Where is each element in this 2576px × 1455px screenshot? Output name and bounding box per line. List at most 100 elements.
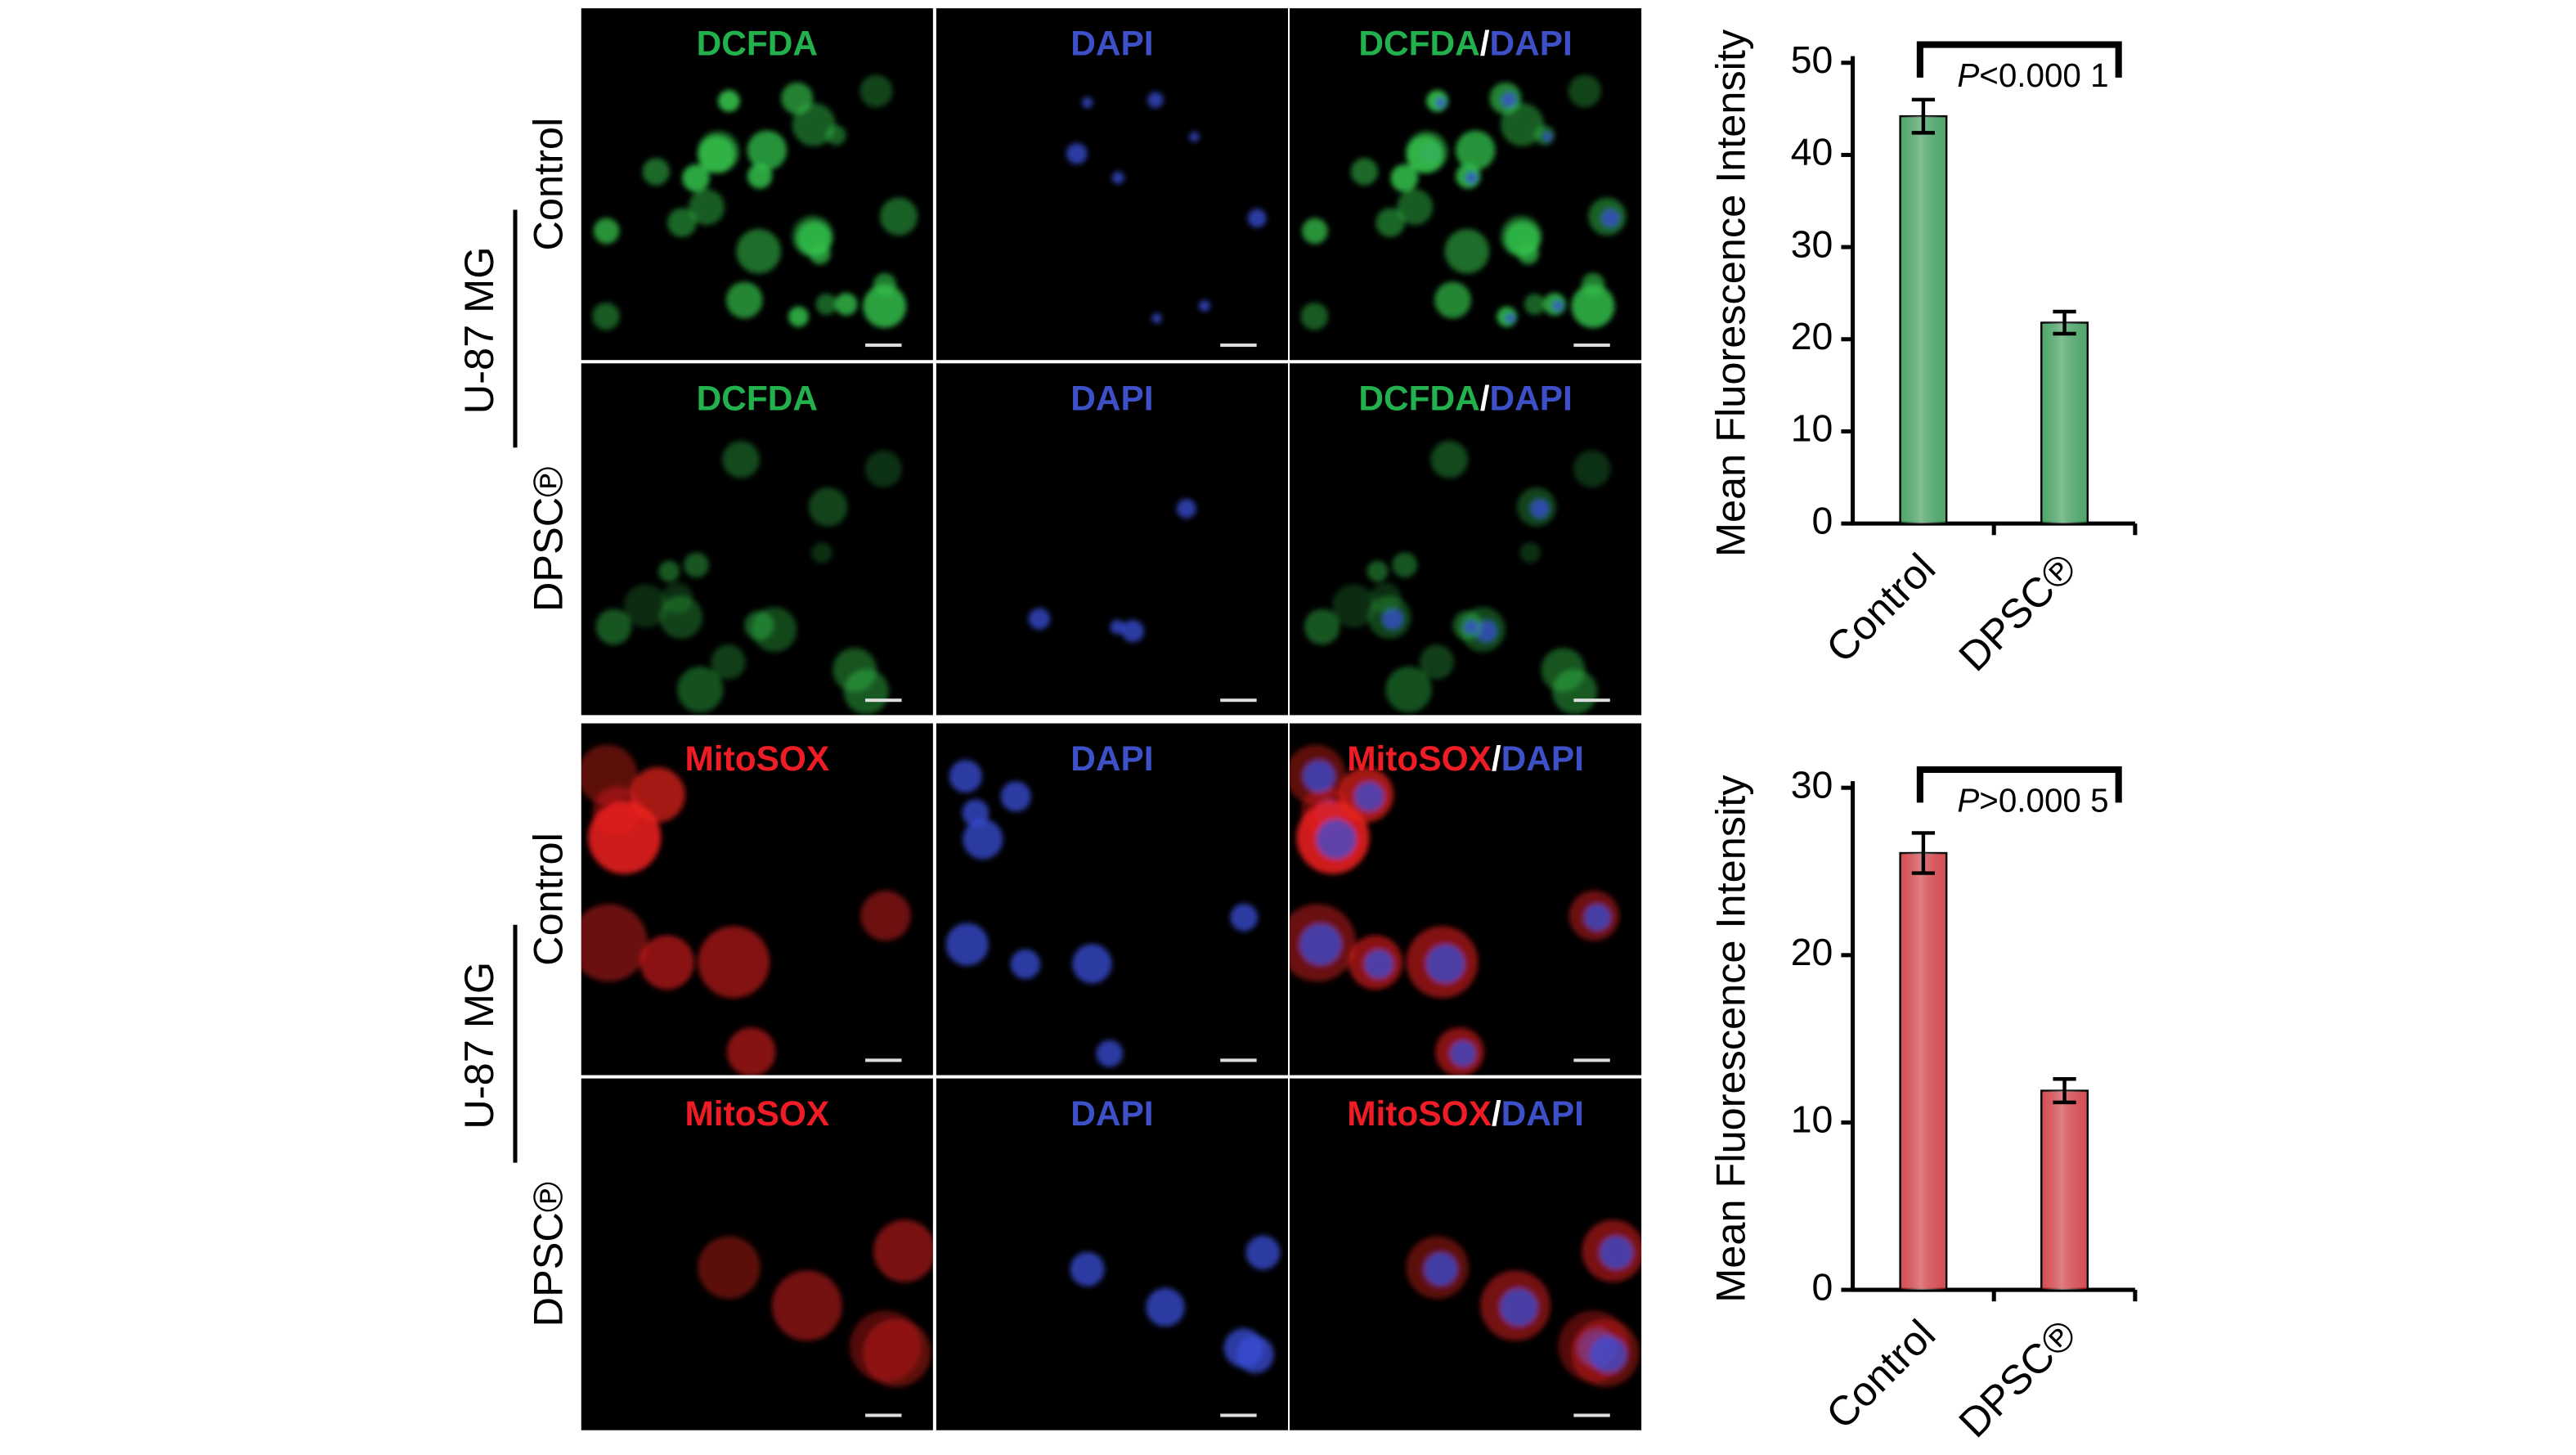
cell (788, 306, 809, 327)
scale-bar (865, 344, 902, 348)
p-symbol: P (1957, 56, 1979, 94)
nucleus (1146, 1287, 1185, 1327)
nucleus (1590, 1336, 1627, 1374)
scale-bar (1220, 1058, 1257, 1062)
error-bar (1911, 97, 1936, 135)
nucleus (1463, 619, 1479, 635)
bar-shine (1900, 116, 1947, 524)
significance-label: P<0.000 1 (1957, 56, 2108, 94)
cell (1419, 644, 1455, 680)
error-bar (2053, 1077, 2076, 1105)
significance-label: P>0.000 5 (1957, 781, 2108, 819)
cell (815, 293, 837, 316)
p-value: <0.000 1 (1979, 56, 2108, 94)
nucleus (1583, 903, 1612, 932)
y-tick-label: 10 (1791, 1098, 1833, 1141)
nucleus (1465, 171, 1478, 185)
cell (1444, 228, 1490, 274)
channel-name: MitoSOX (1347, 739, 1492, 778)
cell (1376, 208, 1405, 237)
nucleus (1529, 498, 1550, 519)
cell (688, 189, 725, 226)
cell (581, 744, 638, 805)
cell (832, 648, 877, 692)
y-tick-label: 0 (1812, 1265, 1833, 1308)
cell (879, 197, 918, 236)
cell (640, 935, 694, 990)
nucleus (1066, 143, 1088, 164)
nucleus (1299, 923, 1342, 966)
scale-bar (1573, 698, 1610, 703)
micrograph: MitoSOX (581, 1078, 933, 1430)
cell (630, 767, 685, 823)
cells (1070, 1235, 1281, 1374)
nucleus (1434, 97, 1447, 109)
y-axis-label: Mean Fluorescence Intensity (1708, 775, 1754, 1303)
cell (1524, 293, 1546, 316)
cell (1304, 608, 1340, 645)
cell (1434, 281, 1471, 319)
nucleus (1302, 760, 1336, 793)
row-label: DPSC℗ (525, 1182, 572, 1327)
cell (698, 1236, 761, 1300)
channel-name: / (1492, 1094, 1501, 1133)
cells (595, 441, 902, 715)
x-tick-label: Control (1817, 544, 1944, 671)
micrograph-bg (1290, 363, 1642, 716)
channel-name: DAPI (1501, 739, 1584, 778)
cell (1385, 666, 1432, 713)
nucleus (1552, 300, 1564, 312)
cell (595, 608, 632, 645)
cell (834, 293, 858, 316)
nucleus (1449, 1040, 1477, 1067)
significance-bracket (1916, 766, 2122, 803)
nucleus (1081, 97, 1093, 109)
micrograph: DAPI (936, 1078, 1288, 1430)
y-tick-label: 10 (1791, 407, 1833, 450)
cell (747, 130, 788, 171)
cell (1390, 164, 1419, 192)
channel-label: DAPI (1070, 379, 1153, 418)
nucleus (1600, 209, 1620, 228)
cell (1300, 302, 1329, 330)
bar-shine (1900, 853, 1947, 1291)
nucleus (1425, 944, 1465, 984)
channel-label: DCFDA (697, 379, 818, 418)
cell (698, 926, 770, 999)
nucleus (1198, 300, 1210, 312)
cell (592, 302, 620, 330)
cell (581, 904, 648, 982)
nucleus (1499, 1287, 1538, 1327)
micrograph-bg (936, 8, 1288, 361)
channel-name: DAPI (1070, 739, 1153, 778)
scale-bar (1573, 1413, 1610, 1417)
cell (677, 666, 724, 713)
cell (658, 560, 680, 582)
micrograph: MitoSOX (581, 723, 933, 1076)
nucleus (1070, 1251, 1105, 1287)
cell (860, 890, 911, 941)
channel-name: DAPI (1489, 379, 1572, 418)
nucleus (1028, 608, 1051, 630)
micrograph-bg (936, 363, 1288, 716)
cell (744, 610, 774, 640)
nucleus (1505, 313, 1515, 324)
nucleus (1072, 944, 1112, 984)
nucleus (1247, 209, 1267, 228)
row-label: DPSC℗ (525, 467, 572, 612)
cell (711, 644, 746, 680)
channel-label: MitoSOX/DAPI (1347, 739, 1584, 778)
cell (1541, 648, 1586, 692)
channel-name: MitoSOX (1347, 1094, 1492, 1133)
nucleus (1110, 619, 1125, 635)
row-label: Control (525, 118, 572, 251)
cell (667, 208, 697, 237)
nucleus (1423, 1251, 1458, 1287)
nucleus (1121, 619, 1144, 643)
cell (662, 582, 693, 614)
y-tick-label: 20 (1791, 315, 1833, 357)
channel-name: DAPI (1489, 25, 1572, 63)
cell (808, 487, 848, 527)
nucleus (1000, 781, 1031, 812)
